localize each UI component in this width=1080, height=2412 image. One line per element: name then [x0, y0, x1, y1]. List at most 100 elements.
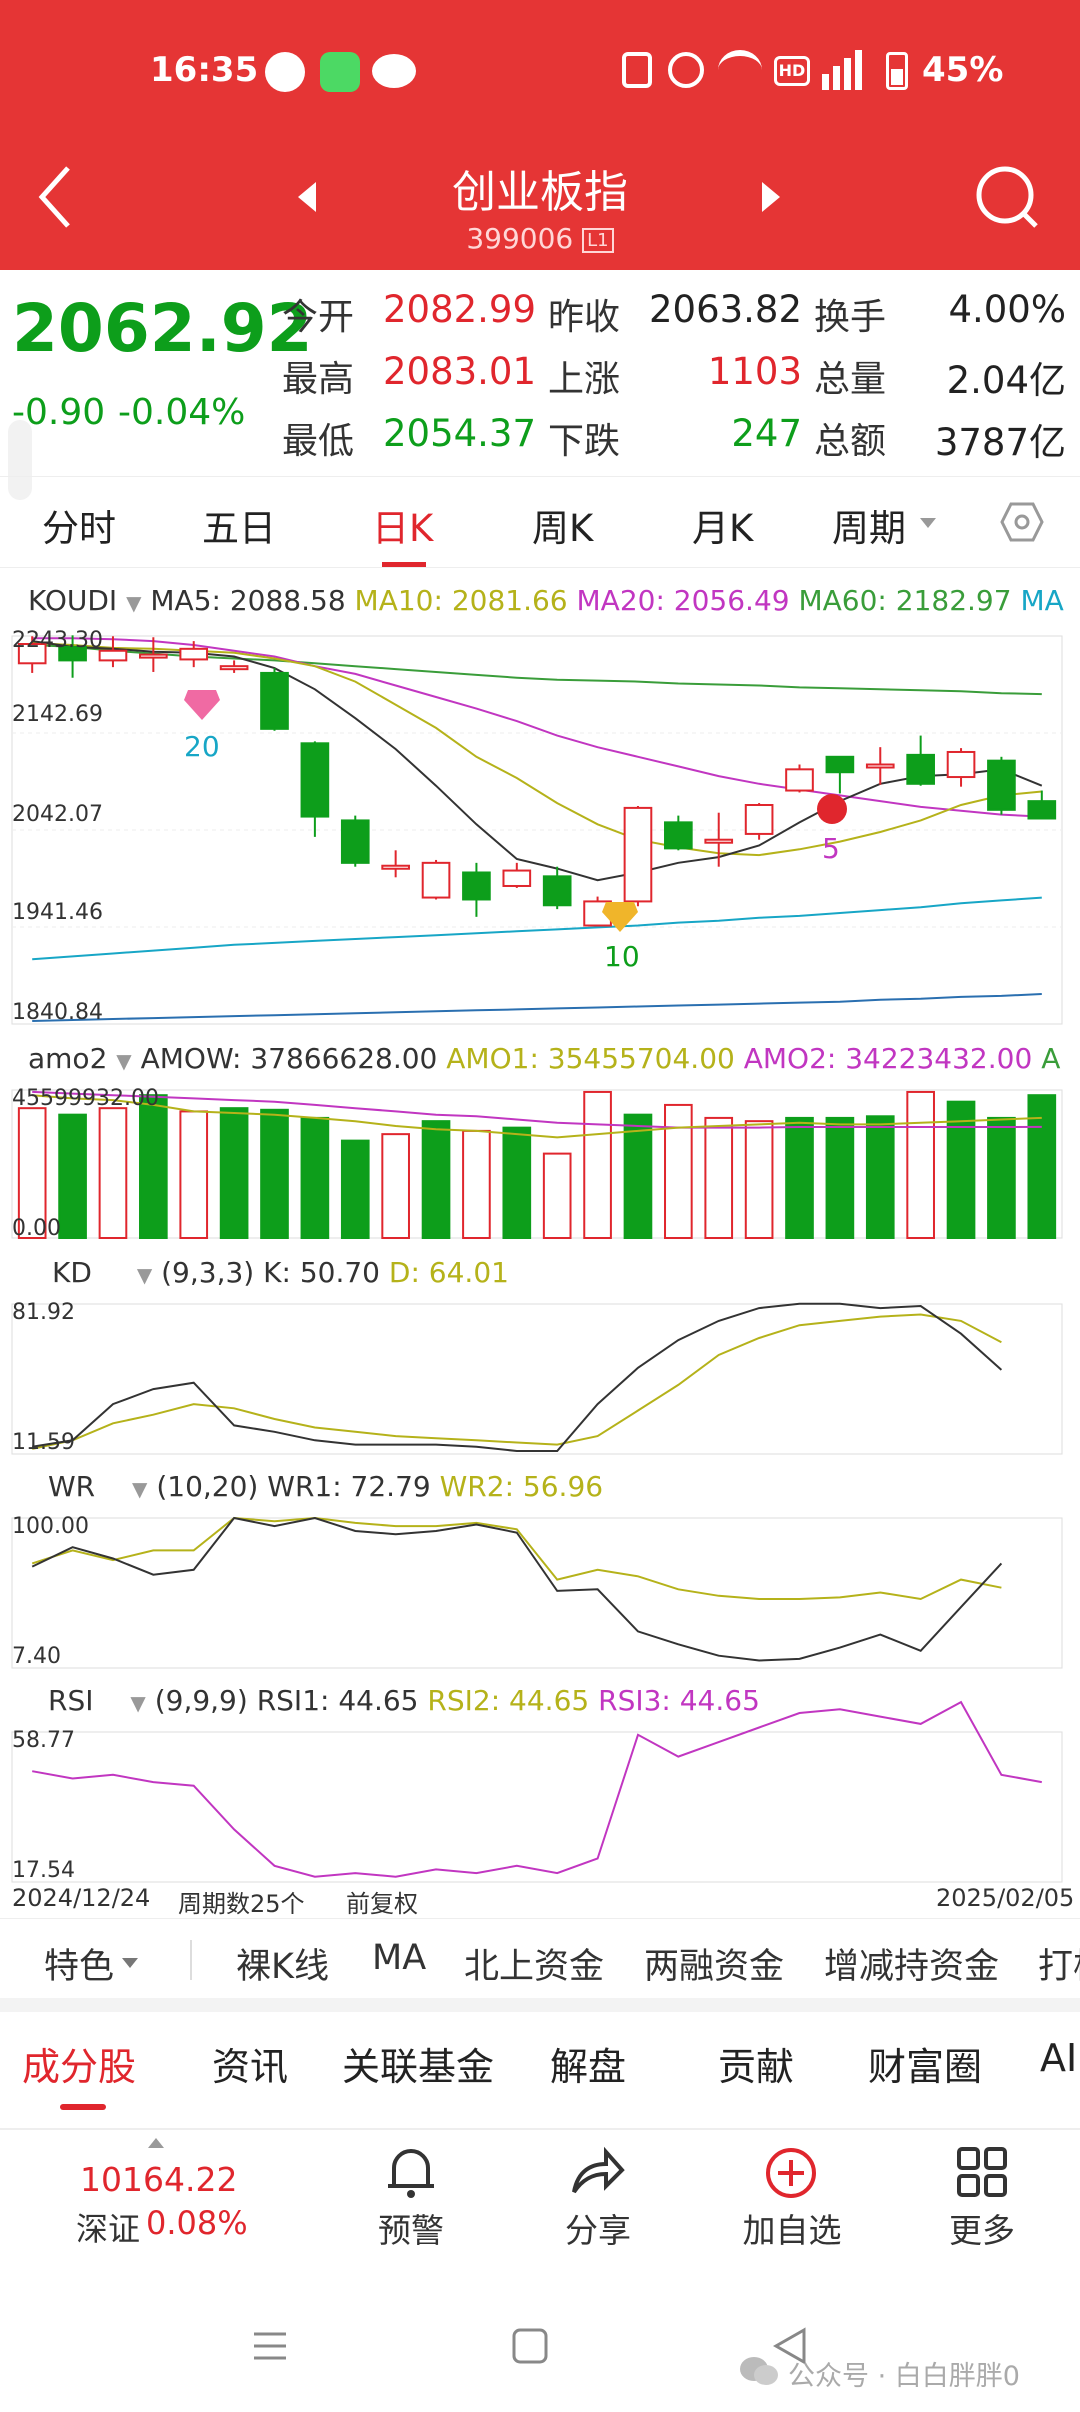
- wr1-legend: WR1: 72.79: [267, 1470, 431, 1503]
- home-square-icon[interactable]: [510, 2326, 550, 2366]
- filter-ma[interactable]: MA: [372, 1938, 427, 1978]
- diamond-marker-icon: [602, 902, 638, 932]
- prev-close-label: 昨收: [548, 297, 621, 338]
- tab-ai[interactable]: AI: [1040, 2036, 1078, 2080]
- ma60-legend: MA60: 2182.97: [798, 584, 1012, 617]
- high-label: 最高: [282, 359, 355, 400]
- tab-analysis[interactable]: 解盘: [550, 2045, 627, 2089]
- tab-related-funds[interactable]: 关联基金: [342, 2045, 495, 2089]
- tab-news[interactable]: 资讯: [212, 2045, 289, 2089]
- amo-legend: amo2 ▼ AMOW: 37866628.00 AMO1: 35455704.…: [28, 1042, 1060, 1075]
- nav-alert-label[interactable]: 预警: [378, 2211, 444, 2250]
- d-legend: D: 64.01: [388, 1256, 509, 1289]
- filter-naked-k[interactable]: 裸K线: [236, 1947, 329, 1987]
- section-gap: [0, 1998, 1080, 2012]
- kline-tick-4: 1941.46: [12, 900, 103, 925]
- filter-limit-board[interactable]: 打板: [1038, 1947, 1080, 1987]
- diamond-marker-icon: [184, 690, 220, 720]
- tab-monthly-k[interactable]: 月K: [692, 507, 754, 550]
- chevron-down-icon: [920, 518, 936, 528]
- kline-panel-frame: [11, 635, 1063, 1025]
- volume-bar: [462, 1129, 491, 1240]
- battery-percent: 45%: [922, 50, 1004, 90]
- drag-handle[interactable]: [8, 420, 32, 500]
- high-value: 2083.01: [382, 350, 536, 393]
- tab-weekly-k[interactable]: 周K: [532, 507, 594, 550]
- tab-intraday[interactable]: 分时: [42, 507, 116, 550]
- share-icon[interactable]: [570, 2146, 626, 2196]
- back-icon[interactable]: [36, 162, 76, 232]
- open-value: 2082.99: [382, 288, 536, 331]
- reddit-like-icon: [265, 52, 305, 92]
- page-title: 创业板指: [452, 167, 628, 218]
- filter-holdings-change[interactable]: 增减持资金: [824, 1947, 1000, 1987]
- period-tabs: [0, 476, 1080, 568]
- rsi-indicator-name[interactable]: RSI: [48, 1684, 94, 1717]
- candle-body: [98, 649, 128, 662]
- tab-contribution[interactable]: 贡献: [718, 2045, 795, 2089]
- rsi-tick-min: 17.54: [12, 1858, 75, 1883]
- kline-tick-3: 2042.07: [12, 802, 103, 827]
- ma20-legend: MA20: 2056.49: [576, 584, 790, 617]
- next-stock-icon[interactable]: [760, 180, 782, 214]
- tab-daily-k[interactable]: 日K: [372, 507, 434, 550]
- filter-feature[interactable]: 特色: [44, 1947, 115, 1987]
- add-watchlist-icon[interactable]: [764, 2146, 818, 2200]
- grid-more-icon[interactable]: [956, 2146, 1008, 2198]
- stock-chart[interactable]: [0, 620, 1080, 1920]
- filter-margin[interactable]: 两融资金: [644, 1947, 785, 1987]
- kline-indicator-name[interactable]: KOUDI: [28, 584, 118, 617]
- amo-tick-max: 45599932.00: [12, 1086, 159, 1111]
- candle-body: [17, 643, 47, 665]
- stock-code-number: 399006: [466, 222, 574, 255]
- kd-indicator-name[interactable]: KD: [52, 1256, 92, 1289]
- candle-body: [664, 821, 693, 850]
- tab-five-day[interactable]: 五日: [202, 507, 276, 550]
- amo2-legend: AMO2: 34223432.00: [743, 1042, 1033, 1075]
- tab-constituents[interactable]: 成分股: [22, 2045, 137, 2089]
- filter-bar: [0, 1918, 1080, 1998]
- volume-bar: [340, 1139, 370, 1239]
- adjust-mode: 前复权: [346, 1890, 418, 1918]
- back-triangle-icon[interactable]: [770, 2326, 810, 2366]
- amow-legend: AMOW: 37866628.00: [140, 1042, 438, 1075]
- chevron-down-icon: ▼: [132, 1477, 148, 1501]
- kd-legend: KD ▼ (9,3,3) K: 50.70 D: 64.01: [52, 1256, 509, 1289]
- tab-wealth-circle[interactable]: 财富圈: [868, 2045, 983, 2089]
- amo-indicator-name[interactable]: amo2: [28, 1042, 108, 1075]
- menu-icon[interactable]: [250, 2326, 290, 2366]
- wr2-legend: WR2: 56.96: [439, 1470, 604, 1503]
- volume-bar: [987, 1116, 1016, 1240]
- amo1-legend: AMO1: 35455704.00: [446, 1042, 735, 1075]
- marker-label-10: 10: [604, 940, 640, 973]
- prev-stock-icon[interactable]: [296, 180, 318, 214]
- volume-bar: [785, 1116, 814, 1240]
- index-mini-pct: 0.08%: [146, 2204, 248, 2242]
- chevron-down-icon: ▼: [130, 1691, 146, 1715]
- volume-bar: [58, 1113, 87, 1239]
- search-icon[interactable]: [972, 162, 1042, 232]
- nav-share-label[interactable]: 分享: [565, 2211, 631, 2250]
- volume-bar: [179, 1110, 209, 1240]
- tab-period-menu[interactable]: 周期: [832, 507, 906, 550]
- volume-panel-frame: [11, 1089, 1063, 1239]
- wr-tick-min: 7.40: [12, 1644, 61, 1669]
- volume-bar: [300, 1116, 330, 1240]
- wr-legend: WR ▼ (10,20) WR1: 72.79 WR2: 56.96: [48, 1470, 603, 1503]
- wr-indicator-name[interactable]: WR: [48, 1470, 96, 1503]
- index-mini-value[interactable]: 10164.22: [80, 2160, 238, 2199]
- candle-body: [300, 742, 330, 818]
- candle-body: [542, 875, 572, 907]
- volume-label: 总量: [814, 359, 887, 400]
- bell-icon[interactable]: [384, 2144, 438, 2200]
- volume-bar: [825, 1116, 855, 1240]
- nav-add-watchlist-label[interactable]: 加自选: [742, 2211, 842, 2250]
- volume-bar: [98, 1107, 128, 1239]
- k-line: [32, 1302, 1003, 1452]
- ma-line-a: [32, 896, 1042, 961]
- nav-more-label[interactable]: 更多: [949, 2211, 1015, 2250]
- settings-hex-icon[interactable]: [1000, 500, 1044, 544]
- volume-bar: [421, 1120, 451, 1239]
- filter-northbound[interactable]: 北上资金: [464, 1947, 605, 1987]
- chevron-down-icon: [122, 1958, 138, 1968]
